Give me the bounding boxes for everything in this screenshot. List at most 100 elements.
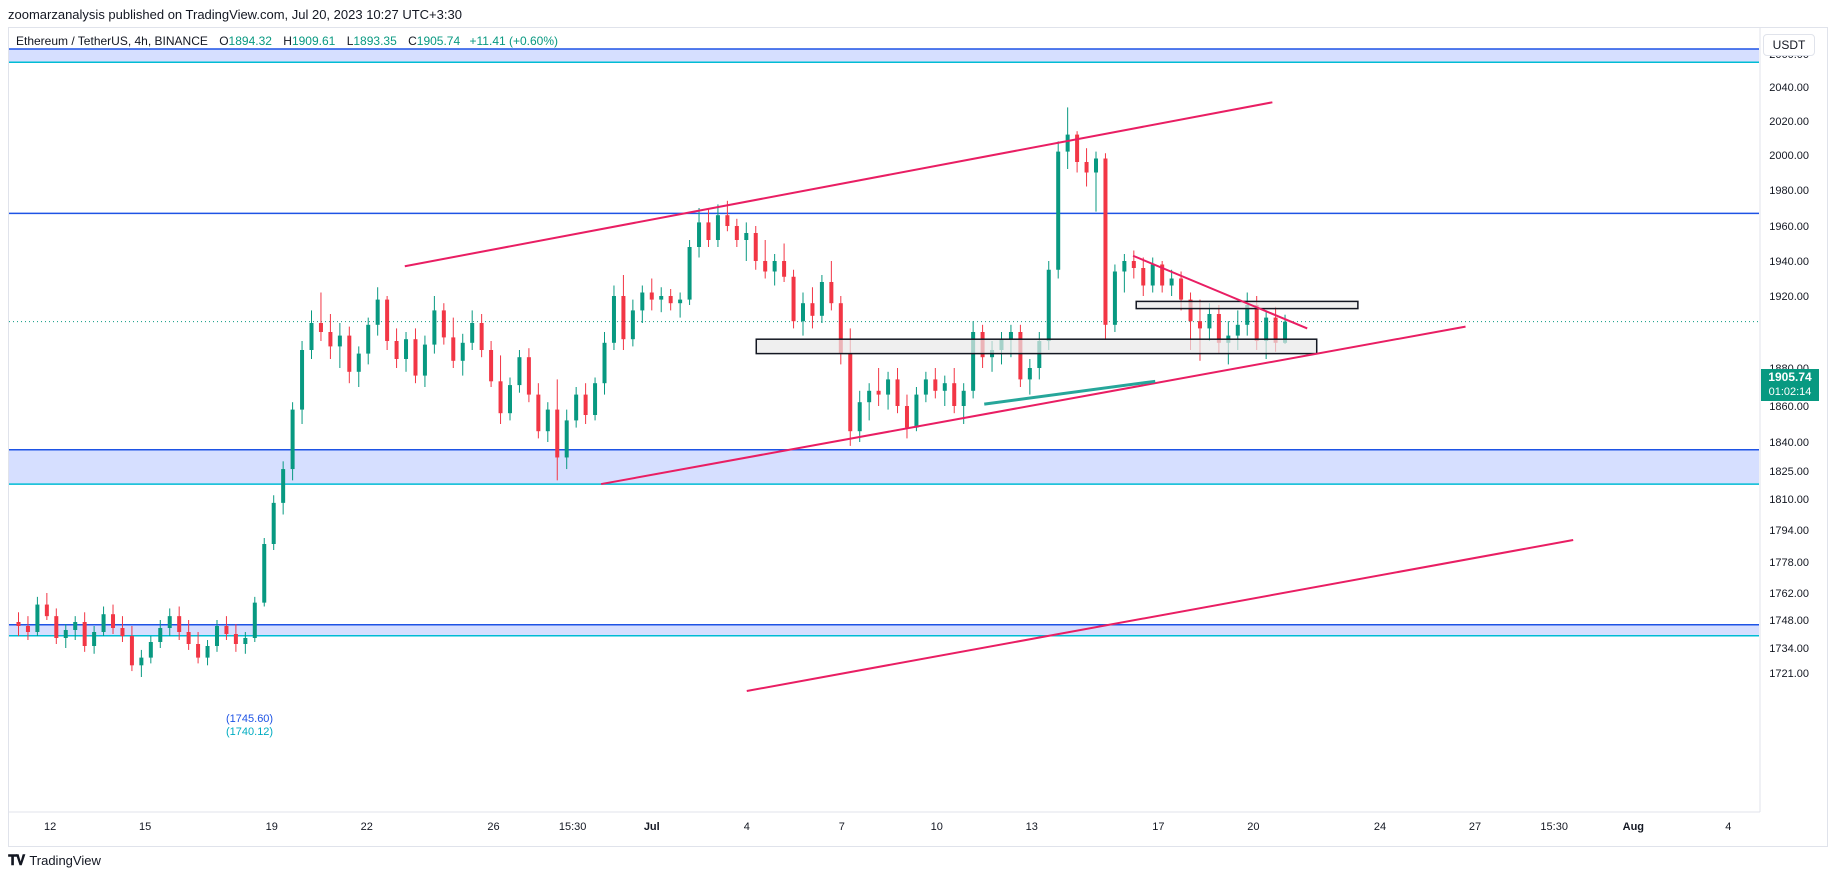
time-tick-label: 15:30	[1540, 821, 1568, 833]
last-price-value: 1905.74	[1768, 370, 1812, 384]
candle-body	[1216, 314, 1221, 343]
candle-body	[829, 282, 834, 304]
price-axis[interactable]: 2060.002040.002020.002000.001980.001960.…	[1769, 49, 1809, 680]
trendline-1	[600, 325, 1466, 486]
candle-body	[621, 296, 626, 340]
candle-body	[328, 332, 333, 347]
candle-body	[895, 379, 900, 406]
candle-body	[432, 310, 437, 345]
time-axis[interactable]: 12 15 19 22 26 15:30 Jul 4 7 10 13 17 20 24 27 15:30 Aug…	[44, 821, 1731, 833]
candle-body	[366, 324, 371, 354]
zone-2	[9, 624, 1759, 636]
footer-brand[interactable]: 𝐓𝐕 TradingView	[8, 852, 101, 869]
level-label-upper: (1745.60)	[226, 713, 274, 725]
symbol-legend: Ethereum / TetherUS, 4h, BINANCE O1894.3…	[16, 34, 558, 48]
candle-body	[498, 381, 503, 414]
candle-body	[1245, 305, 1250, 325]
candle-body	[574, 394, 579, 421]
candle-body	[120, 628, 125, 636]
legend-low: 1893.35	[353, 34, 397, 48]
tradingview-logo-icon: 𝐓𝐕	[8, 852, 25, 868]
time-tick-label: 26	[487, 821, 499, 833]
candle-body	[1103, 158, 1108, 325]
candle-body	[1056, 151, 1061, 270]
candle-body	[422, 344, 427, 376]
time-tick-label: 20	[1247, 821, 1259, 833]
legend-open: 1894.32	[228, 34, 272, 48]
candle-body	[1188, 299, 1193, 322]
candle-body	[564, 420, 569, 458]
support-zones	[9, 48, 1759, 637]
candle-body	[25, 626, 30, 632]
zone-1	[9, 449, 1759, 485]
candle-body	[375, 299, 380, 325]
time-tick-label: 19	[266, 821, 278, 833]
legend-close-label: C	[408, 34, 417, 48]
time-tick-label: Aug	[1623, 821, 1644, 833]
candle-body	[1112, 271, 1117, 325]
candle-body	[971, 332, 976, 391]
candle-body	[177, 616, 182, 632]
price-tick-label: 1940.00	[1769, 256, 1809, 268]
price-tick-label: 1810.00	[1769, 494, 1809, 506]
candle-body	[451, 337, 456, 361]
footer-brand-text: TradingView	[29, 853, 101, 868]
candle-body	[555, 409, 560, 458]
candle-body	[186, 632, 191, 644]
candle-body	[583, 394, 588, 415]
candle-body	[489, 350, 494, 382]
trendline-0	[404, 101, 1273, 268]
candle-body	[1150, 264, 1155, 286]
candle-body	[649, 292, 654, 300]
time-tick-label: 7	[839, 821, 845, 833]
price-tick-label: 1734.00	[1769, 643, 1809, 655]
legend-change: +11.41 (+0.60%)	[469, 34, 559, 48]
candle-body	[1084, 162, 1089, 173]
currency-unit-button[interactable]: USDT	[1763, 34, 1815, 56]
candle-body	[678, 299, 683, 304]
candle-body	[942, 383, 947, 391]
candle-body	[536, 394, 541, 432]
last-price-tag: 1905.74 01:02:14	[1761, 369, 1819, 401]
candle-body	[54, 616, 59, 638]
candle-body	[1141, 268, 1146, 286]
time-tick-label: 15:30	[559, 821, 587, 833]
candle-body	[630, 310, 635, 340]
level-label-lower: (1740.12)	[226, 726, 274, 738]
candle-body	[196, 644, 201, 658]
time-tick-label: 4	[1725, 821, 1731, 833]
time-tick-label: 27	[1469, 821, 1481, 833]
candle-body	[810, 303, 815, 316]
candle-body	[139, 657, 144, 666]
candle-body	[961, 390, 966, 406]
price-tick-label: 1980.00	[1769, 185, 1809, 197]
candle-body	[271, 502, 276, 544]
trendline-2	[1132, 254, 1308, 330]
price-tick-label: 2040.00	[1769, 82, 1809, 94]
candle-body	[1027, 368, 1032, 380]
candle-body	[158, 628, 163, 642]
chart-frame	[8, 27, 1828, 847]
candle-body	[356, 353, 361, 372]
candle-body	[404, 339, 409, 359]
candle-body	[933, 379, 938, 391]
zone-0	[9, 49, 1759, 63]
time-tick-label: 24	[1374, 821, 1386, 833]
candle-body	[470, 323, 475, 343]
legend-close: 1905.74	[416, 34, 461, 48]
candle-body	[1264, 317, 1269, 341]
legend-symbol: Ethereum / TetherUS, 4h, BINANCE	[16, 34, 208, 48]
candle-body	[290, 409, 295, 470]
candle-body	[763, 261, 768, 272]
price-tick-label: 1920.00	[1769, 291, 1809, 303]
legend-high: 1909.61	[291, 34, 336, 48]
candle-body	[460, 342, 465, 361]
legend-high-label: H	[283, 34, 292, 48]
candle-body	[744, 233, 749, 240]
candle-body	[545, 409, 550, 432]
price-tick-label: 1748.00	[1769, 615, 1809, 627]
candle-body	[1160, 264, 1165, 286]
time-tick-label: 12	[44, 821, 56, 833]
candle-body	[262, 544, 267, 603]
